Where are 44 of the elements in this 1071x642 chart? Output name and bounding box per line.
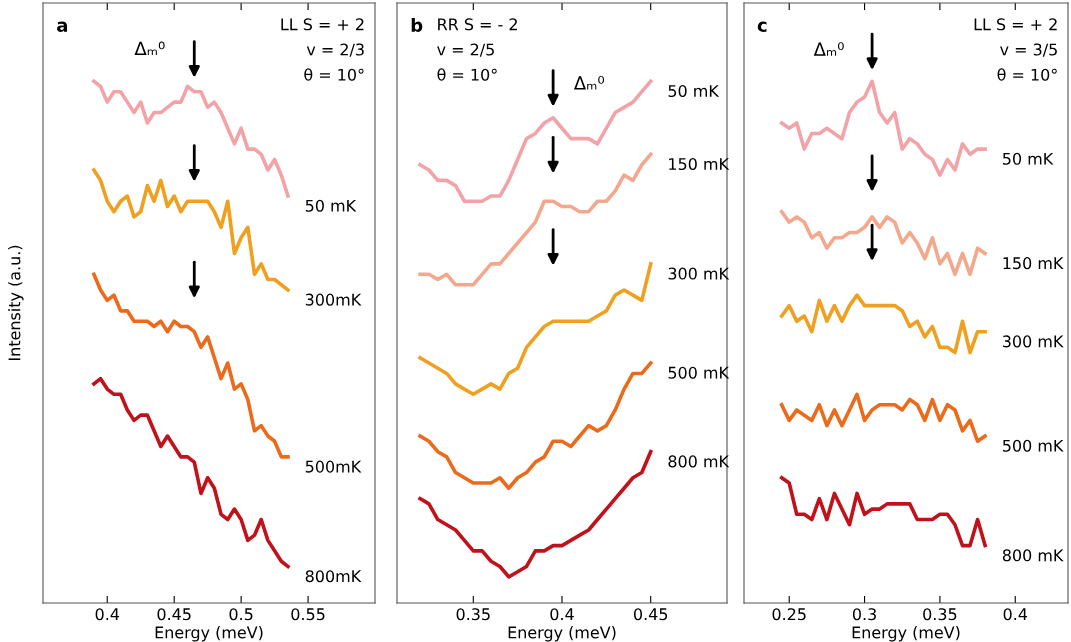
series-label: 500 mK [668,366,730,379]
series-label: 50 mK [305,199,357,212]
x-tick-label: 0.55 [291,608,325,621]
series-label: 800 mK [1002,549,1064,562]
annotation: Δₘ⁰ [134,41,165,56]
x-tick-label: 0.45 [633,608,668,621]
x-tick-label: 0.4 [1003,608,1028,621]
chart-title: b [411,18,423,32]
text: θ = 10° [437,68,497,81]
series-label: 150 mK [1003,257,1064,270]
series-label: 50 mK [1003,152,1054,165]
series-label: 800 mK [668,455,730,468]
x-tick-label: 0.5 [229,608,253,621]
series-label: 300 mK [1003,335,1064,348]
text: v = 3/5 [1000,43,1057,57]
x-tick-label: 0.25 [772,608,806,621]
x-tick-label: 0.35 [456,608,490,621]
x-axis-title: Energy (meV) [852,626,960,642]
series-label: 50 mK [668,84,720,98]
annotation: Δₘ⁰ [813,42,844,56]
series-label: 800mK [305,570,362,583]
text: θ = 10° [997,68,1057,81]
x-axis-title: Energy (meV) [508,626,616,642]
y-axis-title: Intensity (a.u.) [8,245,24,360]
series-label: 500mK [305,460,362,473]
text: LL S = + 2 [974,18,1057,31]
series-label: 500 mK [1003,439,1064,452]
x-tick-label: 0.4 [550,608,574,621]
series-label: 300 mK [668,267,730,280]
x-axis-title: Energy (meV) [155,626,263,642]
text: RR S = - 2 [438,18,517,31]
text: v = 2/5 [437,43,494,57]
x-tick-label: 0.4 [95,608,120,621]
series-label: 300mK [305,293,362,306]
chart-title: c [757,21,767,32]
series-label: 150 mK [669,157,730,171]
text: θ = 10° [304,68,364,81]
x-tick-label: 0.45 [157,608,191,621]
annotation: Δₘ⁰ [573,76,605,90]
text: LL S = + 2 [281,18,364,31]
x-tick-label: 0.35 [923,608,957,621]
text: v = 2/3 [306,43,364,57]
chart-title: a [57,21,68,32]
x-tick-label: 0.3 [852,608,876,621]
